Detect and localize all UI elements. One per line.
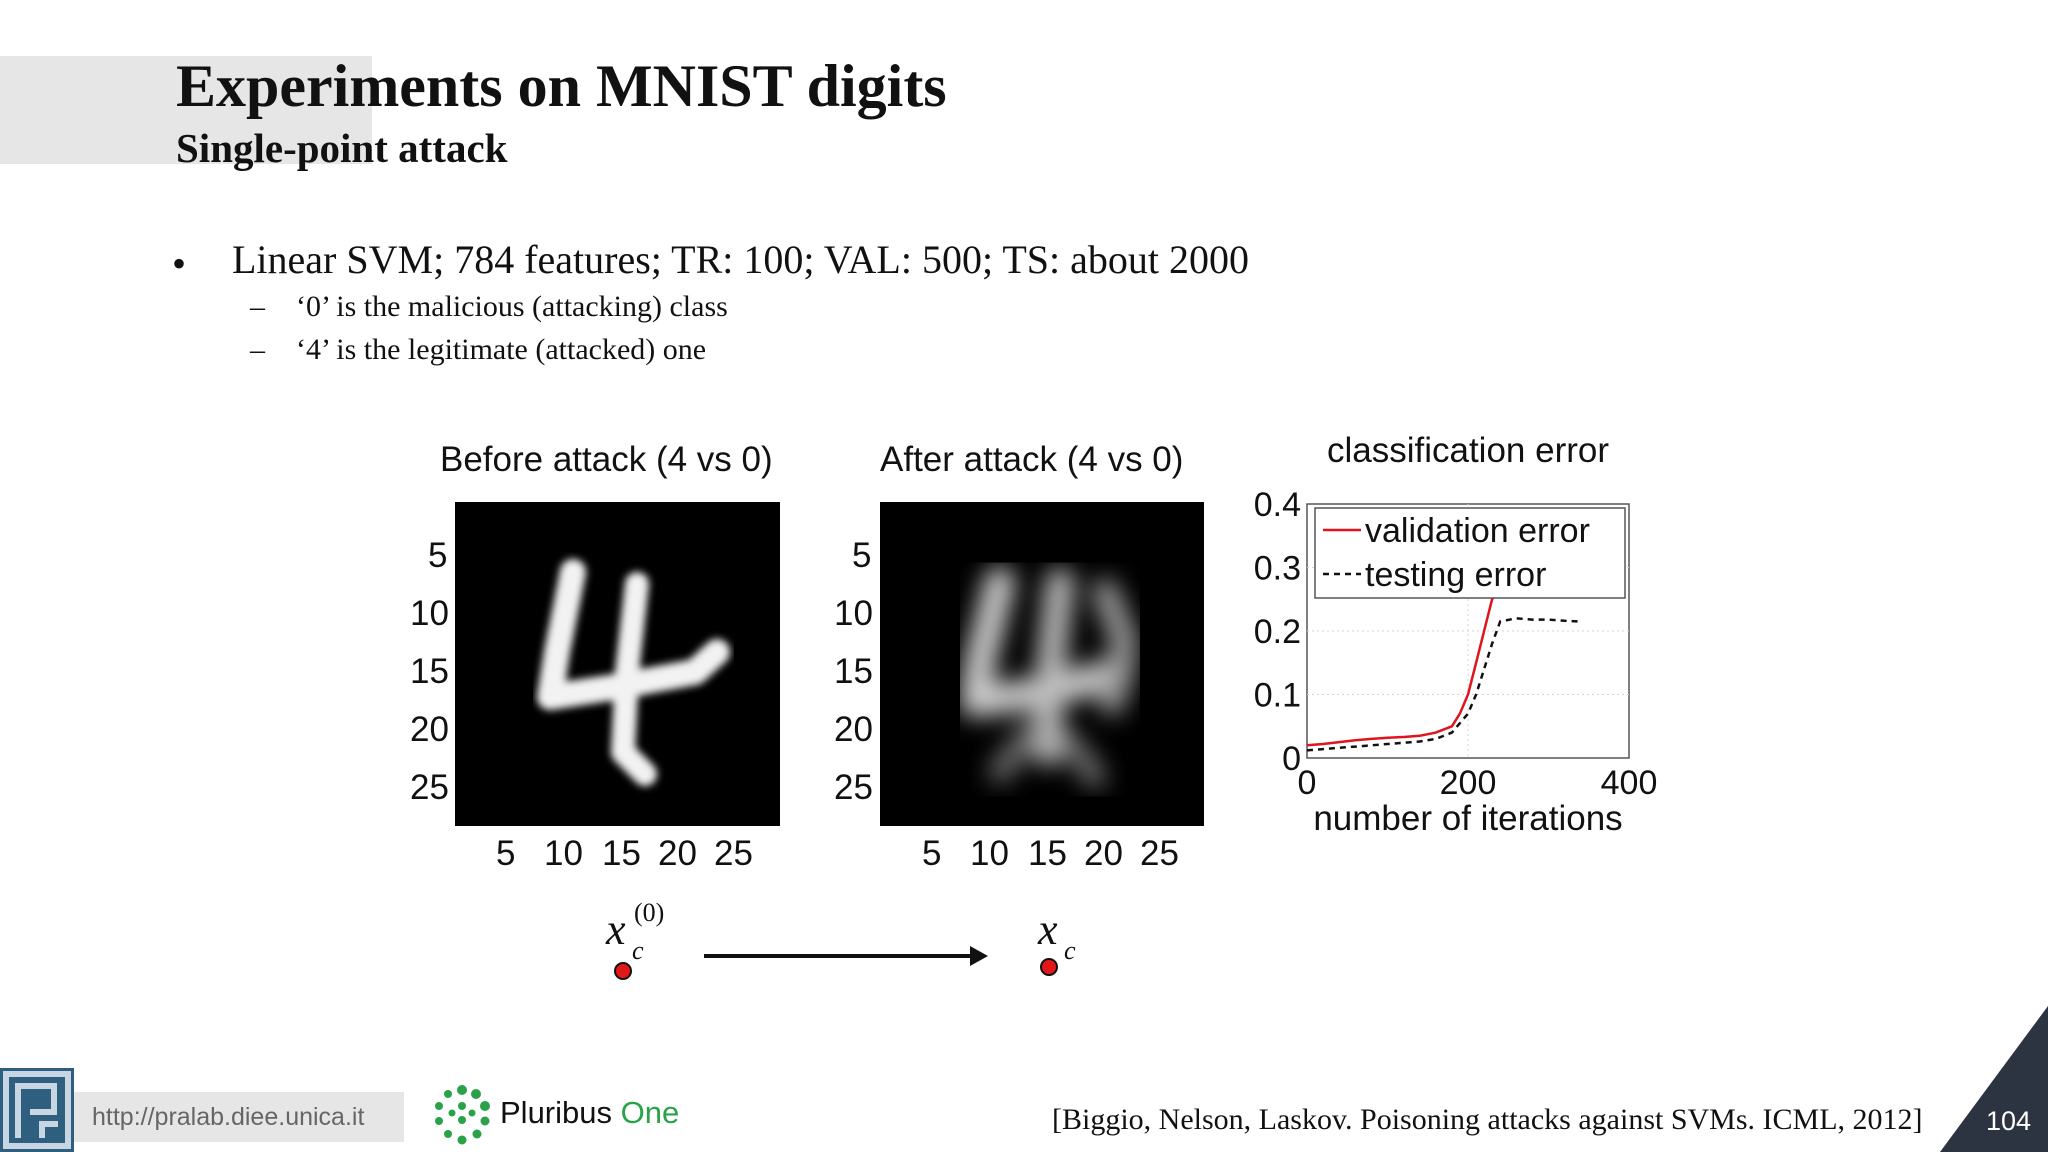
after-y-tick: 25 xyxy=(834,768,873,807)
page-corner-triangle xyxy=(1940,1006,2048,1152)
pluribus-wordmark-main: Pluribus xyxy=(500,1095,621,1130)
slide-title: Experiments on MNIST digits xyxy=(176,53,947,119)
sub-bullet-marker: – xyxy=(250,290,265,323)
pluribus-one-wordmark: Pluribus One xyxy=(500,1095,679,1131)
title-accent-bar xyxy=(0,56,372,164)
footer-url[interactable]: http://pralab.diee.unica.it xyxy=(72,1092,404,1142)
point-label-initial-sup: (0) xyxy=(634,898,665,927)
series-line-testing-error xyxy=(1306,617,1581,752)
after-y-tick: 15 xyxy=(834,652,873,691)
after-y-tick: 10 xyxy=(834,594,873,633)
point-label-initial-sub: c xyxy=(632,936,644,965)
x-tick-label: 400 xyxy=(1601,764,1658,802)
after-x-tick: 25 xyxy=(1140,834,1179,873)
page-number: 104 xyxy=(1986,1106,2032,1136)
point-label-initial-base: x xyxy=(606,905,626,954)
after-attack-title: After attack (4 vs 0) xyxy=(880,440,1184,479)
before-x-tick: 15 xyxy=(602,834,641,873)
before-x-tick: 10 xyxy=(544,834,583,873)
bullet-main-text: Linear SVM; 784 features; TR: 100; VAL: … xyxy=(232,237,1249,282)
before-attack-digit-image xyxy=(455,502,780,826)
point-label-final-sub: c xyxy=(1064,936,1076,965)
final-attack-point-dot xyxy=(1040,958,1058,976)
before-x-tick: 20 xyxy=(658,834,697,873)
sub-bullet-legitimate: ‘4’ is the legitimate (attacked) one xyxy=(296,333,707,366)
pralab-logo-icon xyxy=(0,1068,74,1152)
x-axis-label: number of iterations xyxy=(1313,799,1622,838)
before-y-tick: 15 xyxy=(410,652,449,691)
legend-box xyxy=(1314,507,1626,599)
after-x-tick: 20 xyxy=(1084,834,1123,873)
point-label-final-base: x xyxy=(1038,905,1058,954)
after-x-tick: 10 xyxy=(970,834,1009,873)
y-tick-label: 0.1 xyxy=(1254,677,1301,715)
before-y-tick: 25 xyxy=(410,768,449,807)
y-tick-label: 0.4 xyxy=(1254,486,1301,524)
pluribus-one-logo-icon xyxy=(435,1085,490,1145)
arrow-head-icon xyxy=(970,946,988,966)
citation: [Biggio, Nelson, Laskov. Poisoning attac… xyxy=(1052,1103,1923,1136)
before-x-tick: 5 xyxy=(496,834,516,873)
before-y-tick: 10 xyxy=(410,594,449,633)
classification-error-chart: classification error 0 0.1 0.2 0.3 0.4 0 200 400… xyxy=(1254,431,1658,838)
y-tick-label: 0.2 xyxy=(1254,613,1301,651)
y-tick-label: 0 xyxy=(1282,740,1301,778)
slide-subtitle: Single-point attack xyxy=(176,125,508,171)
before-y-tick: 5 xyxy=(428,536,448,575)
pluribus-wordmark-accent: One xyxy=(620,1095,680,1130)
bullet-marker: • xyxy=(172,241,187,286)
before-y-tick: 20 xyxy=(410,710,449,749)
before-attack-title: Before attack (4 vs 0) xyxy=(440,440,773,479)
sub-bullet-malicious: ‘0’ is the malicious (attacking) class xyxy=(296,290,728,323)
chart-title: classification error xyxy=(1327,431,1609,470)
before-x-tick: 25 xyxy=(714,834,753,873)
sub-bullet-marker: – xyxy=(250,333,265,366)
x-tick-label: 200 xyxy=(1440,764,1497,802)
arrow-line xyxy=(704,954,972,958)
after-y-tick: 5 xyxy=(852,536,872,575)
after-attack-digit-image xyxy=(880,502,1204,826)
legend-entry: testing error xyxy=(1365,556,1546,594)
after-y-tick: 20 xyxy=(834,710,873,749)
after-x-tick: 15 xyxy=(1028,834,1067,873)
after-x-tick: 5 xyxy=(922,834,942,873)
x-tick-label: 0 xyxy=(1298,764,1317,802)
legend-entry: validation error xyxy=(1365,512,1590,550)
initial-attack-point-dot xyxy=(614,962,632,980)
y-tick-label: 0.3 xyxy=(1254,550,1301,588)
